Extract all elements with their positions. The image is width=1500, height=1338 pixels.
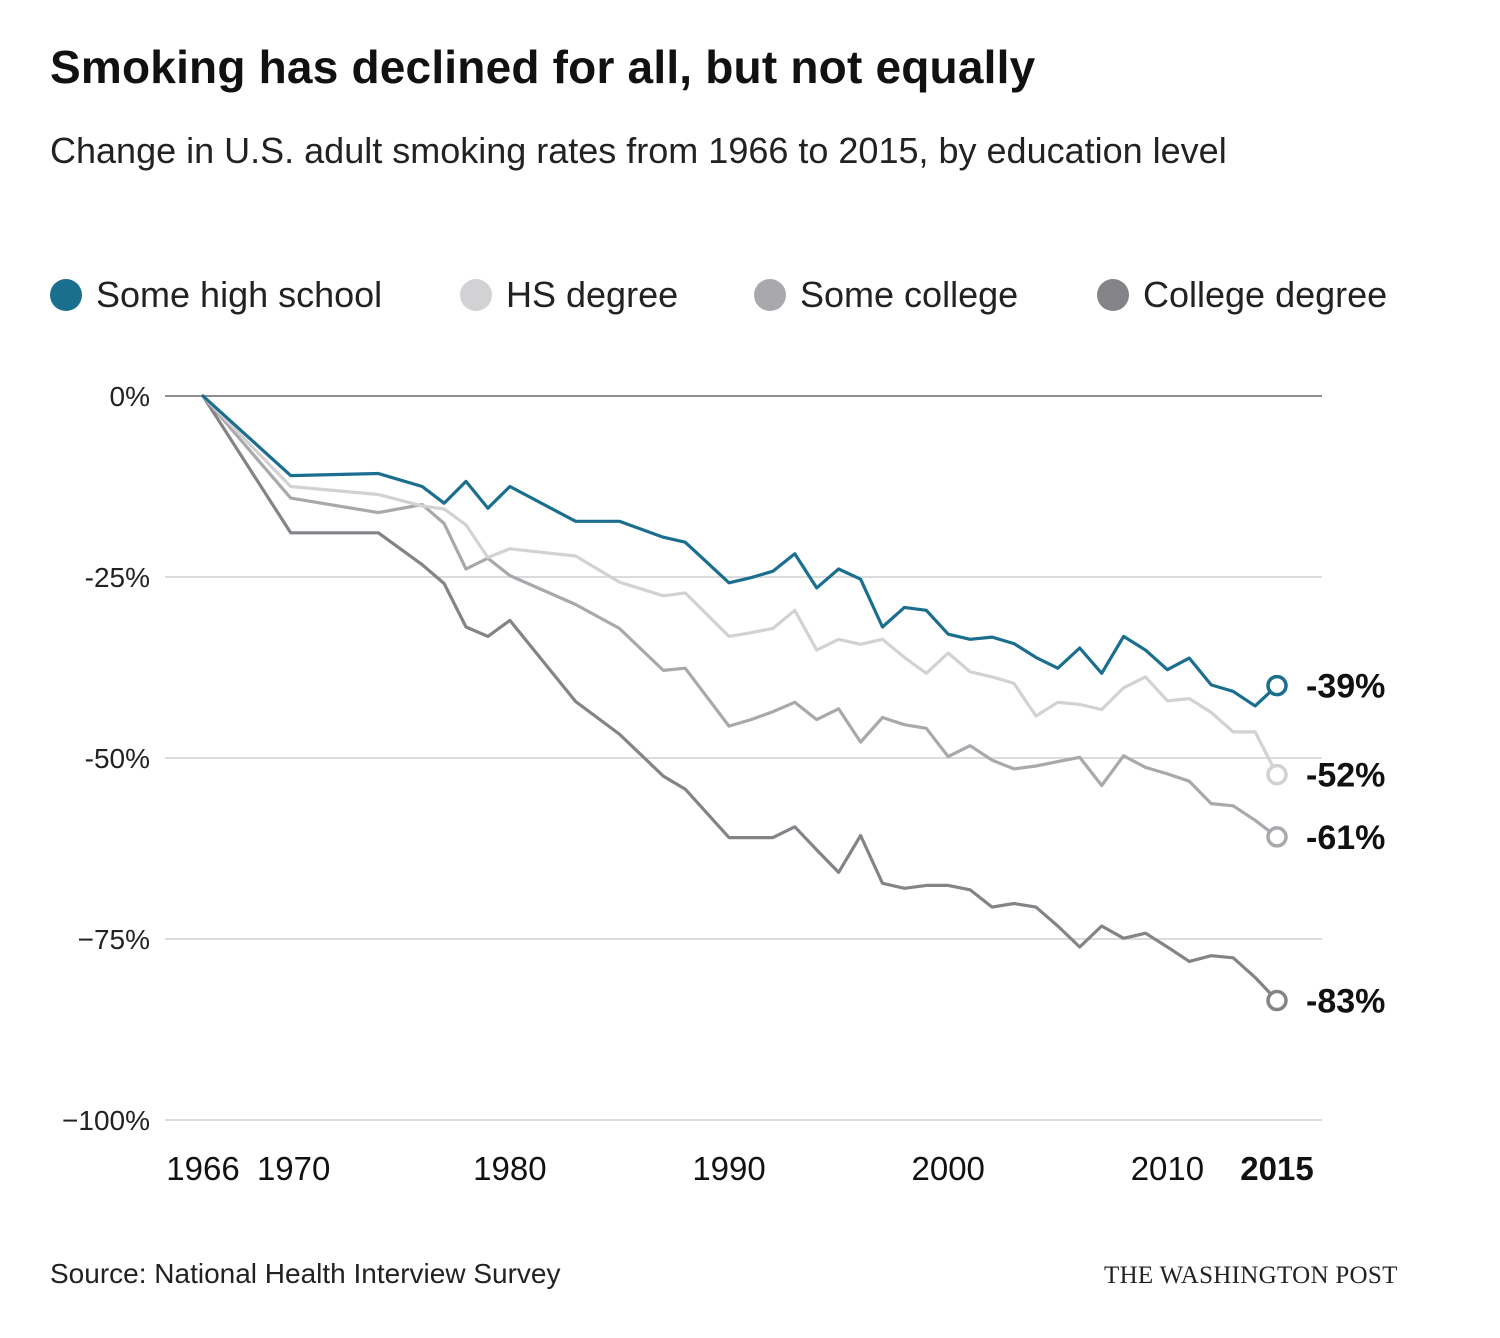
series-line-some-high-school: [201, 394, 1279, 708]
end-value-label: -61%: [1306, 819, 1385, 857]
legend: Some high school HS degree Some college …: [0, 270, 1500, 320]
end-value-label: -83%: [1306, 983, 1385, 1021]
end-point-marker: [1266, 763, 1288, 786]
publisher-logo: THE WASHINGTON POST: [1104, 1262, 1398, 1289]
line-chart: 0% -25% -50% −75% −100% 1966 1970 1980 1990 2000 2…: [62, 381, 1385, 1187]
y-tick-label: -50%: [85, 743, 150, 774]
end-value-label: -39%: [1306, 668, 1385, 706]
legend-item-college-degree: College degree: [1097, 270, 1387, 320]
x-tick-label: 2010: [1131, 1150, 1204, 1187]
x-tick-label: 2015: [1240, 1150, 1313, 1187]
x-tick-label: 1980: [473, 1150, 546, 1187]
y-tick-label: -25%: [85, 562, 150, 593]
end-point-marker: [1266, 674, 1288, 697]
end-point-marker: [1266, 989, 1288, 1012]
y-tick-label: −75%: [78, 924, 150, 955]
chart-subtitle: Change in U.S. adult smoking rates from …: [50, 130, 1227, 171]
legend-label: College degree: [1143, 274, 1388, 315]
legend-item-some-college: Some college: [754, 270, 1018, 320]
legend-swatch: [754, 279, 786, 311]
legend-swatch: [460, 279, 492, 311]
source-note: Source: National Health Interview Survey: [50, 1258, 561, 1289]
x-tick-label: 2000: [912, 1150, 985, 1187]
x-tick-label: 1990: [692, 1150, 765, 1187]
series-line-some-college: [201, 394, 1279, 839]
end-point-marker: [1266, 826, 1288, 848]
legend-swatch: [50, 279, 82, 311]
series-line-college-degree: [201, 394, 1279, 1003]
series-line-hs-degree: [201, 394, 1279, 777]
legend-label: Some college: [800, 274, 1019, 315]
legend-item-some-high-school: Some high school: [50, 270, 382, 320]
y-tick-label: −100%: [62, 1105, 150, 1136]
end-value-label: -52%: [1306, 757, 1385, 795]
x-tick-label: 1970: [257, 1150, 330, 1187]
chart-title: Smoking has declined for all, but not eq…: [50, 41, 1036, 93]
y-tick-label: 0%: [110, 381, 150, 412]
legend-item-hs-degree: HS degree: [460, 270, 678, 320]
legend-label: HS degree: [506, 274, 679, 315]
x-tick-label: 1966: [166, 1150, 239, 1187]
legend-label: Some high school: [96, 274, 383, 315]
legend-swatch: [1097, 279, 1129, 311]
